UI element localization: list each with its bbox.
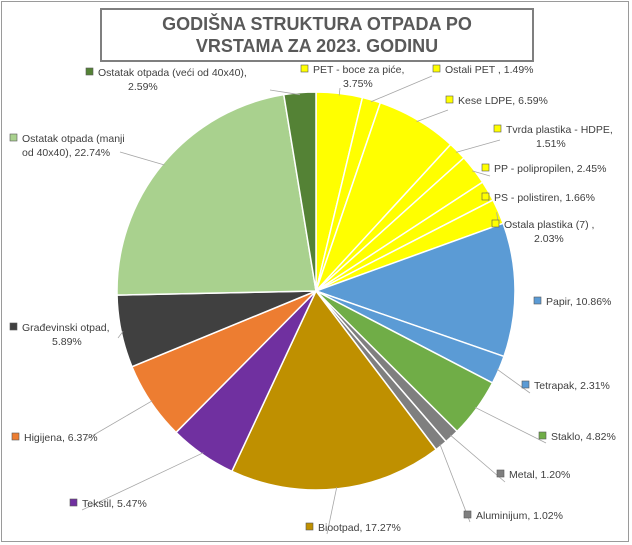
data-label-text: 2.59% [128, 81, 158, 93]
data-label-text: Biootpad, 17.27% [318, 522, 401, 534]
legend-key [300, 64, 309, 73]
data-label-text: Higijena, 6.37% [24, 432, 98, 444]
data-label: PS - polistiren, 1.66% [481, 192, 595, 204]
leader-line [117, 330, 124, 339]
legend-key [491, 219, 500, 228]
data-label: Tvrda plastika - HDPE, 1.51% [493, 124, 613, 150]
data-label-text: Ostali PET , 1.49% [445, 64, 534, 76]
data-label-text: Metal, 1.20% [509, 469, 570, 481]
data-label-text: Tvrda plastika - HDPE, [506, 124, 613, 136]
legend-key [481, 163, 490, 172]
data-label-text: Kese LDPE, 6.59% [458, 95, 548, 107]
leader-line [119, 151, 165, 166]
leader-line [450, 434, 506, 483]
data-label-text: Staklo, 4.82% [551, 431, 616, 443]
legend-key [305, 522, 314, 531]
legend-key [432, 64, 441, 73]
data-label: Ostali PET , 1.49% [432, 64, 534, 76]
legend-key [481, 192, 490, 201]
data-label: Ostatak otpada (manji od 40x40), 22.74% [9, 133, 125, 159]
legend-key [9, 322, 18, 331]
data-label: Ostala plastika (7) , 2.03% [491, 219, 594, 245]
legend-key [9, 133, 18, 142]
data-label-text: 3.75% [343, 78, 373, 90]
pie-slice-18 [282, 91, 317, 292]
data-label-text: Papir, 10.86% [546, 296, 611, 308]
legend-key [538, 431, 547, 440]
data-label-text: PET - boce za piće, [313, 64, 404, 76]
legend-key [496, 469, 505, 478]
data-label-text: Tekstil, 5.47% [82, 498, 147, 510]
legend-key [521, 380, 530, 389]
leader-line [84, 400, 153, 441]
pie-slice-17 [116, 93, 317, 296]
data-label: Papir, 10.86% [533, 296, 611, 308]
data-label-text: PS - polistiren, 1.66% [494, 192, 595, 204]
data-label: Tetrapak, 2.31% [521, 380, 610, 392]
data-label-text: 2.03% [534, 233, 564, 245]
data-label-text: 1.51% [536, 138, 566, 150]
leader-line [326, 486, 338, 535]
leader-line [474, 406, 547, 444]
leader-line [370, 75, 433, 103]
pie-slice-8 [313, 222, 516, 358]
data-label: Tekstil, 5.47% [69, 498, 147, 510]
data-label-text: PP - polipropilen, 2.45% [494, 163, 606, 175]
leader-line [496, 368, 531, 394]
data-label-text: Tetrapak, 2.31% [534, 380, 610, 392]
legend-key [69, 498, 78, 507]
data-label-text: Građevinski otpad, [22, 322, 110, 334]
data-label: Aluminijum, 1.02% [463, 510, 563, 522]
legend-key [493, 124, 502, 133]
data-label: Ostatak otpada (veći od 40x40), 2.59% [85, 67, 247, 93]
data-label: Biootpad, 17.27% [305, 522, 401, 534]
legend-key [445, 95, 454, 104]
data-label-text: 5.89% [52, 336, 82, 348]
leader-line [416, 109, 449, 122]
data-label-text: Aluminijum, 1.02% [476, 510, 563, 522]
leader-line [471, 170, 491, 177]
data-label: PP - polipropilen, 2.45% [481, 163, 606, 175]
legend-key [85, 67, 94, 76]
pie-slice-13 [230, 289, 438, 491]
legend-key [11, 432, 20, 441]
data-label-text: Ostatak otpada (manji [22, 133, 125, 145]
data-label-text: Ostala plastika (7) , [504, 219, 594, 231]
data-label: Staklo, 4.82% [538, 431, 616, 443]
chart-title-box: GODIŠNA STRUKTURA OTPADA PO VRSTAMA ZA 2… [100, 8, 534, 62]
leader-line [439, 443, 471, 523]
data-label: Higijena, 6.37% [11, 432, 98, 444]
legend-key [463, 510, 472, 519]
legend-key [533, 296, 542, 305]
leader-line [338, 87, 341, 96]
data-label-text: Ostatak otpada (veći od 40x40), [98, 67, 247, 79]
data-label: Kese LDPE, 6.59% [445, 95, 548, 107]
data-label: Metal, 1.20% [496, 469, 570, 481]
chart-title: GODIŠNA STRUKTURA OTPADA PO VRSTAMA ZA 2… [162, 14, 472, 56]
data-label-text: od 40x40), 22.74% [22, 147, 110, 159]
leader-line [455, 139, 501, 153]
data-label: Građevinski otpad, 5.89% [9, 322, 110, 348]
data-label: PET - boce za piće, 3.75% [300, 64, 404, 90]
leader-line [81, 452, 204, 511]
leader-line [269, 89, 301, 96]
